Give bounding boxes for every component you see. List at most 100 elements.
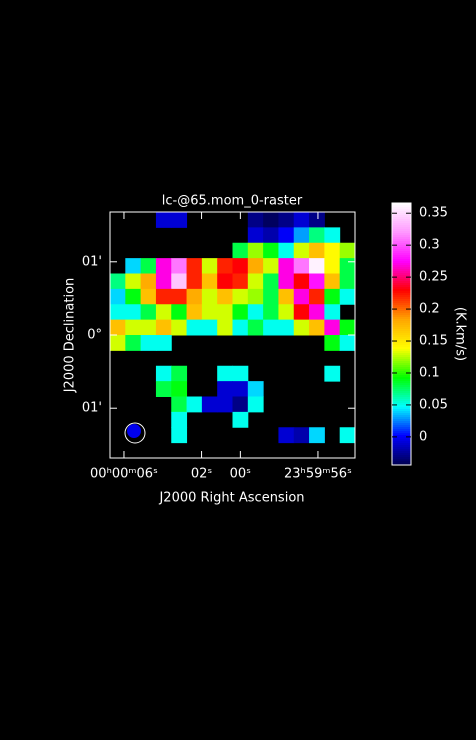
colorbar-strip <box>392 403 411 406</box>
colorbar-strip <box>392 443 411 446</box>
colorbar-strip <box>392 375 411 378</box>
colorbar-strip <box>392 281 411 284</box>
colorbar-strip <box>392 219 411 222</box>
colorbar-strip <box>392 323 411 326</box>
colorbar-strip <box>392 273 411 276</box>
raster-cell <box>309 427 325 444</box>
colorbar-strip <box>392 329 411 332</box>
raster-cell <box>186 258 203 274</box>
colorbar-strip <box>392 343 411 346</box>
raster-cell <box>278 288 295 305</box>
raster-cell <box>309 212 325 228</box>
x-tick-label: 00ˢ <box>230 467 252 482</box>
colorbar-strip <box>392 461 411 464</box>
colorbar-strip <box>392 283 411 286</box>
colorbar-strip <box>392 215 411 218</box>
raster-cell <box>171 304 188 321</box>
raster-cell <box>278 227 295 244</box>
colorbar-strip <box>392 463 411 466</box>
raster-cell <box>263 288 279 305</box>
raster-cell <box>232 411 249 428</box>
raster-cell <box>125 273 142 290</box>
colorbar-strip <box>392 409 411 412</box>
colorbar-strip <box>392 271 411 274</box>
colorbar-strip <box>392 385 411 388</box>
raster-cell <box>293 288 310 305</box>
raster-cell <box>232 396 249 413</box>
colorbar-strip <box>392 377 411 380</box>
colorbar-strip <box>392 247 411 250</box>
raster-cell <box>110 335 126 351</box>
colorbar-strip <box>392 405 411 408</box>
raster-cell <box>201 304 218 321</box>
colorbar-tick-label: 0.3 <box>419 238 440 253</box>
colorbar-strip <box>392 231 411 234</box>
colorbar-tick-label: 0.15 <box>419 334 448 349</box>
raster-cell <box>155 258 172 274</box>
raster <box>110 212 356 444</box>
colorbar-strip <box>392 349 411 352</box>
raster-cell <box>125 288 142 305</box>
raster-cell <box>171 273 188 290</box>
raster-cell <box>309 258 325 274</box>
colorbar-strip <box>392 245 411 248</box>
raster-cell <box>232 304 249 321</box>
raster-cell <box>217 396 233 413</box>
colorbar-strip <box>392 221 411 224</box>
y-tick-label: 01' <box>82 401 102 416</box>
colorbar-strip <box>392 457 411 460</box>
colorbar-strip <box>392 401 411 404</box>
colorbar-strip <box>392 453 411 456</box>
colorbar-strip <box>392 437 411 440</box>
raster-cell <box>293 304 310 321</box>
raster-cell <box>339 258 356 274</box>
colorbar-strip <box>392 371 411 374</box>
raster-cell <box>278 273 295 290</box>
colorbar-strip <box>392 441 411 444</box>
raster-cell <box>278 212 295 228</box>
raster-cell <box>339 427 356 444</box>
raster-cell <box>339 288 356 305</box>
raster-cell <box>201 273 218 290</box>
colorbar-strip <box>392 309 411 312</box>
raster-cell <box>171 396 188 413</box>
colorbar-strip <box>392 211 411 214</box>
y-tick-label: 0° <box>87 328 102 343</box>
raster-cell <box>186 273 203 290</box>
colorbar-strip <box>392 279 411 282</box>
colorbar-tick-label: 0 <box>419 429 427 444</box>
colorbar-strip <box>392 249 411 252</box>
colorbar-strip <box>392 445 411 448</box>
colorbar-strip <box>392 447 411 450</box>
colorbar-strip <box>392 289 411 292</box>
raster-cell <box>339 273 356 290</box>
colorbar-strip <box>392 277 411 280</box>
raster-cell <box>217 273 233 290</box>
colorbar-strip <box>392 205 411 208</box>
raster-cell <box>339 335 356 351</box>
raster-cell <box>110 319 126 336</box>
colorbar-strip <box>392 287 411 290</box>
colorbar-strip <box>392 411 411 414</box>
x-tick-label: 02ˢ <box>191 467 213 482</box>
raster-cell <box>110 304 126 321</box>
raster-cell <box>339 319 356 336</box>
colorbar-strip <box>392 423 411 426</box>
colorbar-strip <box>392 223 411 226</box>
colorbar-strip <box>392 313 411 316</box>
colorbar-strip <box>392 293 411 296</box>
raster-cell <box>324 365 341 382</box>
colorbar-strip <box>392 265 411 268</box>
raster-cell <box>309 227 325 244</box>
y-axis-label: J2000 Declination <box>63 278 78 394</box>
colorbar-strip <box>392 263 411 266</box>
colorbar-strip <box>392 327 411 330</box>
raster-cell <box>155 335 172 351</box>
colorbar-strip <box>392 361 411 364</box>
raster-cell <box>171 288 188 305</box>
raster-cell <box>155 381 172 397</box>
x-axis-label: J2000 Right Ascension <box>158 491 304 506</box>
raster-cell <box>309 273 325 290</box>
raster-cell <box>263 242 279 259</box>
